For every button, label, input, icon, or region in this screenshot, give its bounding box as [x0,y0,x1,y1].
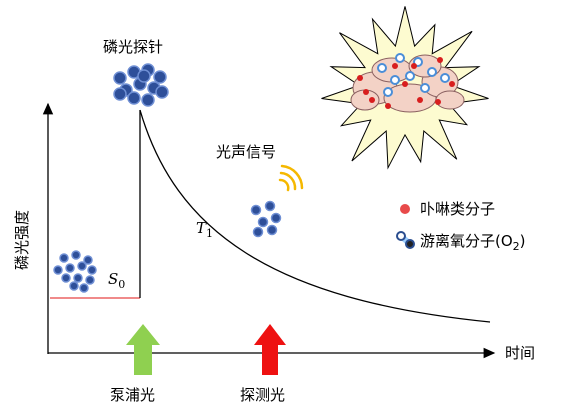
oxygen-molecule [405,71,415,81]
detect-arrow [254,324,286,375]
porphyrin [437,57,443,63]
legend-porphyrin: 卟啉类分子 [420,200,495,218]
probe-molecule [127,91,141,105]
porphyrin [435,99,441,105]
probe-molecule [113,87,127,101]
t1-label: T1 [196,219,213,240]
porphyrin [411,63,417,69]
porphyrin [417,97,423,103]
ground-molecule [77,261,87,271]
ground-molecule [69,281,79,291]
porphyrin [357,75,363,81]
decay-curve [139,109,491,323]
x-axis-label: 时间 [505,344,535,362]
legend-oxygen: 游离氧分子(O2) [420,232,526,253]
ground-molecule [71,250,81,260]
ground-molecule [59,253,69,263]
oxygen-molecule [377,63,387,73]
oxygen-molecule [420,83,430,93]
oxygen-molecule [390,75,400,85]
triplet-molecule [252,226,264,238]
porphyrin [392,63,398,69]
sound-waves [278,164,304,192]
starburst [321,6,489,170]
oxygen-molecule [395,53,405,63]
ground-molecule [87,265,97,275]
pump-arrow [126,324,160,375]
probe-molecule [141,93,155,107]
triplet-molecule [264,200,276,212]
s0-label: S0 [108,270,125,291]
ground-molecule [83,255,93,265]
signal-label: 光声信号 [216,143,276,161]
porphyrin [363,89,369,95]
probe-molecule [137,69,151,83]
oxygen-molecule [440,73,450,83]
ground-molecule [79,283,89,293]
oxygen-molecule [383,87,393,97]
triplet-molecule [270,212,282,224]
ground-molecule [61,273,71,283]
pump-label: 泵浦光 [110,386,155,404]
probe-label: 磷光探针 [103,38,163,56]
ground-molecule [85,275,95,285]
triplet-molecule [266,224,278,236]
ground-molecule [53,265,63,275]
y-axis-label: 磷光强度 [13,210,31,270]
porphyrin [449,81,455,87]
ground-molecule [65,263,75,273]
probe-molecule [155,85,169,99]
triplet-molecule [250,204,262,216]
legend-porphyrin-icon [400,204,410,214]
legend-oxygen-icon [396,231,415,249]
ground-molecule [73,273,83,283]
probe-molecule [153,70,167,84]
porphyrin [385,103,391,109]
porphyrin [402,81,408,87]
detect-label: 探测光 [240,386,285,404]
triplet-molecule [257,216,269,228]
porphyrin [369,97,375,103]
probe-molecule [113,71,127,85]
oxygen-molecule [427,67,437,77]
